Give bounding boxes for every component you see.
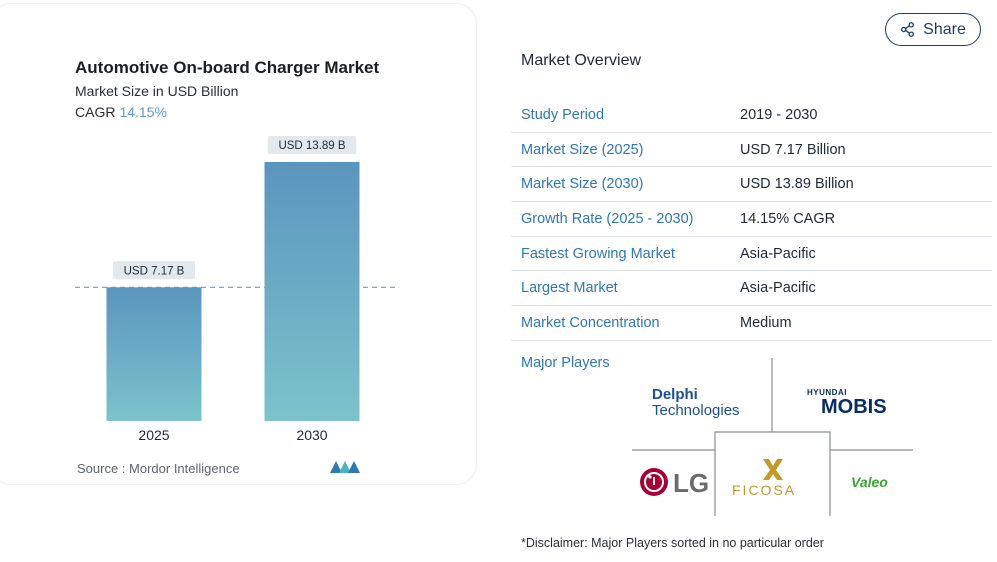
data-label-bg — [267, 136, 357, 154]
row-key[interactable]: Market Size (2030) — [521, 176, 644, 193]
share-icon — [901, 22, 915, 37]
overview-row: Market Concentration Medium — [511, 306, 992, 341]
row-key[interactable]: Study Period — [521, 107, 605, 123]
mobis-logo-text: MOBIS — [821, 396, 887, 418]
chart-card — [0, 3, 477, 485]
bar-2025 — [106, 287, 202, 421]
row-key[interactable]: Market Size (2025) — [521, 141, 644, 158]
overview-row: Fastest Growing Market Asia-Pacific — [511, 237, 992, 272]
category-label: 2030 — [296, 427, 327, 443]
grid-divider — [714, 431, 831, 516]
lg-logo-icon — [640, 468, 668, 496]
overview-title: Market Overview — [521, 52, 642, 69]
row-key[interactable]: Largest Market — [521, 280, 618, 297]
row-value: 2019 - 2030 — [740, 107, 818, 123]
cagr-label: CAGR — [75, 104, 116, 120]
overview-row: Growth Rate (2025 - 2030) 14.15% CAGR — [511, 202, 992, 237]
row-value: USD 13.89 Billion — [740, 176, 854, 193]
valeo-logo-text: Valeo — [851, 474, 888, 490]
ficosa-logo-text: FICOSA — [732, 482, 797, 498]
overview-row: Market Size (2025) USD 7.17 Billion — [511, 133, 992, 168]
overview-table: Study Period 2019 - 2030 Market Size (202… — [511, 98, 992, 341]
disclaimer: *Disclaimer: Major Players sorted in no … — [521, 536, 824, 550]
major-players-label[interactable]: Major Players — [521, 355, 610, 371]
row-key[interactable]: Market Concentration — [521, 315, 660, 332]
hyundai-logo-text: HYUNDAI — [807, 388, 847, 397]
delphi-logo-line2: Technologies — [652, 402, 740, 419]
data-label: USD 13.89 B — [278, 140, 345, 152]
chart-cagr: CAGR 14.15% — [75, 104, 167, 120]
row-value: USD 7.17 Billion — [740, 141, 846, 158]
row-value: 14.15% CAGR — [740, 211, 836, 228]
row-value: Medium — [740, 315, 792, 332]
share-label: Share — [923, 20, 966, 38]
chart-subtitle: Market Size in USD Billion — [75, 83, 239, 99]
row-key[interactable]: Growth Rate (2025 - 2030) — [521, 211, 694, 228]
overview-row: Study Period 2019 - 2030 — [511, 98, 992, 133]
row-value: Asia-Pacific — [740, 280, 816, 297]
delphi-logo-line1: Delphi — [652, 386, 698, 403]
overview-row: Largest Market Asia-Pacific — [511, 271, 992, 307]
mordor-intelligence-logo-icon — [330, 461, 360, 473]
data-label: USD 7.17 B — [124, 265, 185, 277]
row-value: Asia-Pacific — [740, 245, 816, 262]
bar-2030 — [264, 162, 360, 421]
category-label: 2025 — [138, 427, 169, 443]
share-button[interactable]: Share — [885, 13, 981, 46]
major-players-grid — [632, 358, 913, 516]
chart-title: Automotive On-board Charger Market — [75, 58, 380, 77]
chart-source: Source : Mordor Intelligence — [77, 461, 240, 476]
row-key[interactable]: Fastest Growing Market — [521, 245, 675, 262]
ficosa-logo-icon — [763, 459, 783, 480]
data-label-bg — [113, 261, 195, 280]
cagr-value: 14.15% — [119, 104, 167, 120]
bar-chart: USD 7.17 B 2025 USD 13.89 B 2030 — [75, 136, 395, 443]
lg-logo-text: LG — [673, 468, 710, 498]
overview-row: Market Size (2030) USD 13.89 Billion — [511, 167, 992, 203]
